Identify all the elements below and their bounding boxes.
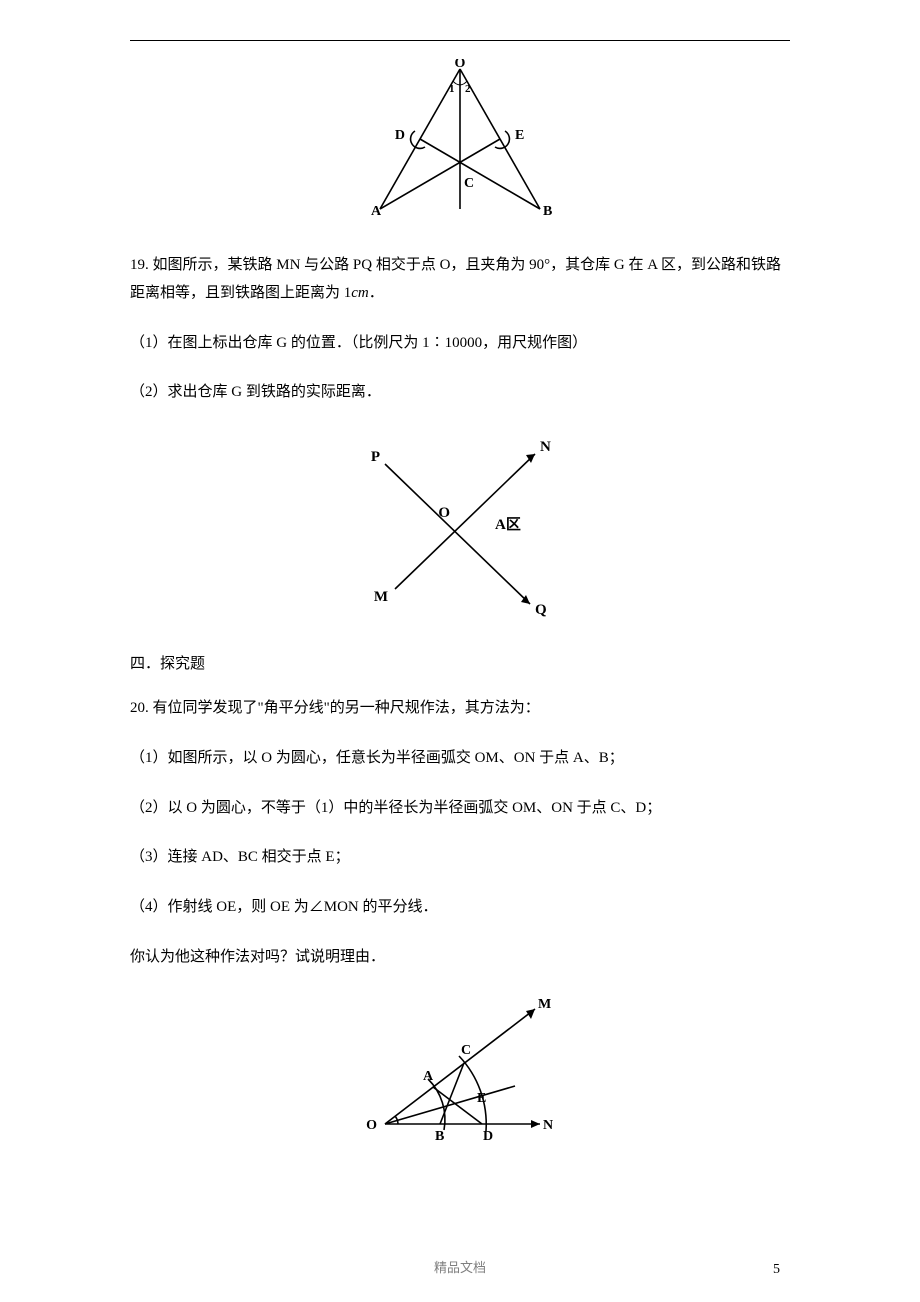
- section4-head: 四．探究题: [130, 652, 790, 673]
- figure-triangle: O A B C D E 1 2: [130, 59, 790, 224]
- page-number: 5: [773, 1262, 780, 1278]
- figure-angle: O M N A B C D E: [130, 994, 790, 1149]
- lbl-Ocross: O: [438, 505, 450, 521]
- p19-stem: 19. 如图所示，某铁路 MN 与公路 PQ 相交于点 O，且夹角为 90°，其…: [130, 252, 790, 308]
- lbl-angle2: 2: [465, 83, 471, 95]
- lbl-Bang: B: [435, 1129, 444, 1144]
- lbl-Aregion: A区: [495, 516, 521, 533]
- lbl-Q: Q: [535, 602, 547, 618]
- lbl-Eang: E: [477, 1091, 486, 1106]
- lbl-N: N: [540, 439, 551, 455]
- p20-step4: （4）作射线 OE，则 OE 为∠MON 的平分线．: [130, 894, 790, 922]
- lbl-Cang: C: [461, 1043, 471, 1058]
- lbl-D: D: [395, 128, 405, 143]
- p19-unit: cm: [351, 285, 369, 301]
- lbl-M: M: [374, 589, 388, 605]
- p20-step2: （2）以 O 为圆心，不等于（1）中的半径长为半径画弧交 OM、ON 于点 C、…: [130, 795, 790, 823]
- cross-svg: P Q M N O A区: [350, 429, 570, 619]
- triangle-svg: O A B C D E 1 2: [365, 59, 555, 219]
- p20-step1: （1）如图所示，以 O 为圆心，任意长为半径画弧交 OM、ON 于点 A、B；: [130, 745, 790, 773]
- lbl-angle1: 1: [449, 83, 455, 95]
- lbl-P: P: [371, 449, 380, 465]
- p19-stemend: ．: [369, 285, 384, 301]
- lbl-Nang: N: [543, 1118, 553, 1133]
- lbl-C: C: [464, 176, 474, 191]
- figure-cross: P Q M N O A区: [130, 429, 790, 624]
- p19-sub2: （2）求出仓库 G 到铁路的实际距离．: [130, 379, 790, 407]
- lbl-E: E: [515, 128, 524, 143]
- p19-stem-text: 19. 如图所示，某铁路 MN 与公路 PQ 相交于点 O，且夹角为 90°，其…: [130, 257, 781, 301]
- p19-sub1: （1）在图上标出仓库 G 的位置．（比例尺为 1∶10000，用尺规作图）: [130, 330, 790, 358]
- lbl-Oang: O: [366, 1118, 377, 1133]
- lbl-O: O: [455, 59, 466, 71]
- angle-svg: O M N A B C D E: [365, 994, 555, 1144]
- lbl-A: A: [371, 204, 382, 219]
- p20-question: 你认为他这种作法对吗？试说明理由．: [130, 944, 790, 972]
- p20-step3: （3）连接 AD、BC 相交于点 E；: [130, 844, 790, 872]
- lbl-B: B: [543, 204, 552, 219]
- footer-text: 精品文档: [0, 1257, 920, 1276]
- top-rule: [130, 40, 790, 41]
- p20-stem: 20. 有位同学发现了"角平分线"的另一种尺规作法，其方法为：: [130, 695, 790, 723]
- lbl-Mang: M: [538, 997, 551, 1012]
- lbl-Dang: D: [483, 1129, 493, 1144]
- lbl-Aang: A: [423, 1069, 434, 1084]
